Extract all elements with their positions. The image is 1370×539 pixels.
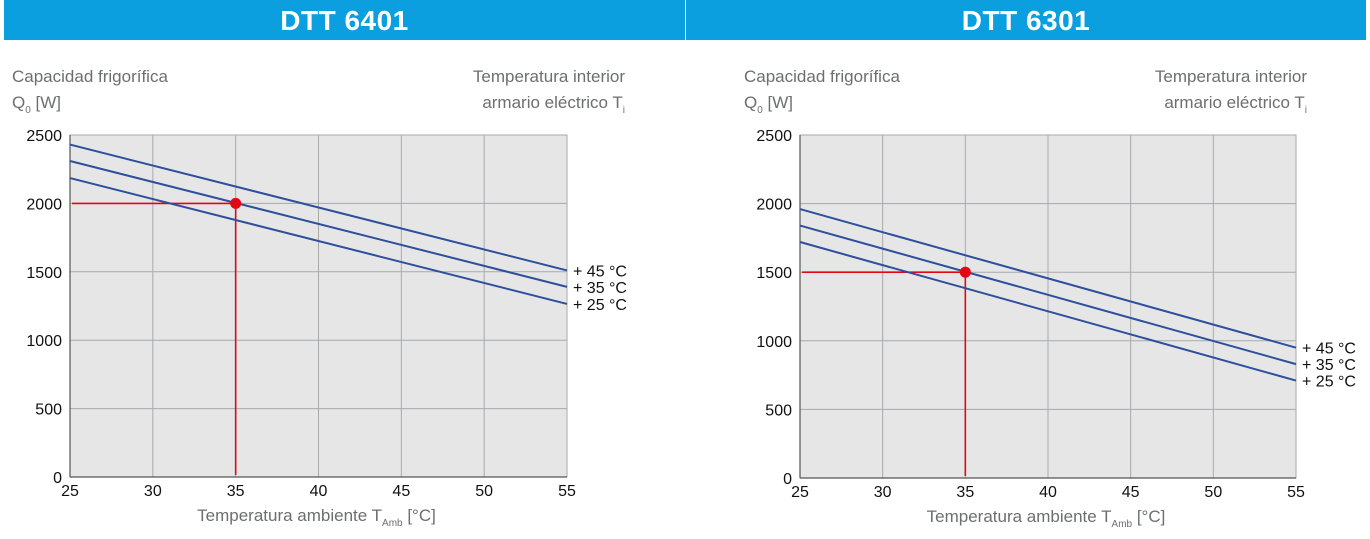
chart-title: DTT 6401 [4, 0, 685, 40]
series-line [69, 160, 568, 288]
x-tick-label: 35 [227, 483, 245, 500]
x-tick-label: 30 [144, 483, 162, 500]
x-tick-label: 25 [61, 483, 79, 500]
legend-title-line1: Temperatura interior [473, 67, 625, 86]
series-label: + 35 °C [1302, 357, 1356, 374]
chart-panel-dtt-6401: DTT 6401 25 30 35 40 45 50 55 0 500 1000 1500 2000 2… [4, 0, 685, 539]
legend-title-line2: armario eléctrico Ti [1164, 93, 1307, 116]
y-tick-label: 2000 [756, 197, 792, 214]
marker-point [230, 197, 242, 209]
x-tick-label: 40 [1039, 484, 1057, 501]
y-tick-label: 500 [765, 402, 792, 419]
x-axis-title: Temperatura ambiente TAmb [°C] [197, 506, 436, 529]
marker-point [959, 266, 971, 278]
series-label: + 25 °C [573, 297, 627, 314]
legend-title-line2: armario eléctrico Ti [482, 93, 625, 116]
series-line [799, 208, 1297, 349]
x-tick-label: 25 [791, 484, 809, 501]
x-tick-label: 55 [1287, 484, 1305, 501]
x-tick-label: 50 [475, 483, 493, 500]
x-tick-label: 35 [956, 484, 974, 501]
y-axis-title-line2: Q0 [W] [744, 93, 793, 116]
x-tick-label: 30 [874, 484, 892, 501]
x-tick-label: 40 [310, 483, 328, 500]
x-tick-label: 50 [1204, 484, 1222, 501]
chart-title: DTT 6301 [686, 0, 1366, 40]
y-tick-label: 1500 [756, 265, 792, 282]
x-tick-label: 45 [392, 483, 410, 500]
y-axis-title-line1: Capacidad frigorífica [744, 67, 900, 86]
series-line [69, 177, 568, 305]
y-tick-label: 1000 [756, 334, 792, 351]
chart-svg: 25 30 35 40 45 50 55 0 500 1000 1500 2000 2500 + 45 °… [744, 67, 1356, 530]
series-line [799, 224, 1297, 366]
x-tick-label: 55 [558, 483, 576, 500]
chart-svg: 25 30 35 40 45 50 55 0 500 1000 1500 2000 2500 + 45 °… [12, 67, 627, 529]
y-tick-label: 0 [783, 471, 792, 488]
y-axis-title-line1: Capacidad frigorífica [12, 67, 168, 86]
series-line [69, 143, 568, 272]
legend-title-line1: Temperatura interior [1155, 67, 1307, 86]
x-axis-title: Temperatura ambiente TAmb [°C] [927, 507, 1166, 530]
series-label: + 35 °C [573, 280, 627, 297]
y-tick-label: 2500 [756, 128, 792, 145]
x-tick-label: 45 [1122, 484, 1140, 501]
series-label: + 25 °C [1302, 374, 1356, 391]
chart-panel-dtt-6301: DTT 6301 25 30 35 40 45 50 55 0 500 1000 1500 2000 2… [686, 0, 1366, 539]
series-line [799, 241, 1297, 382]
y-axis-title-line2: Q0 [W] [12, 93, 61, 116]
y-tick-label: 0 [53, 470, 62, 487]
y-tick-label: 2000 [26, 196, 62, 213]
y-tick-label: 500 [35, 402, 62, 419]
y-tick-label: 1000 [26, 333, 62, 350]
y-tick-label: 2500 [26, 128, 62, 145]
y-tick-label: 1500 [26, 265, 62, 282]
series-label: + 45 °C [573, 263, 627, 280]
series-label: + 45 °C [1302, 341, 1356, 358]
